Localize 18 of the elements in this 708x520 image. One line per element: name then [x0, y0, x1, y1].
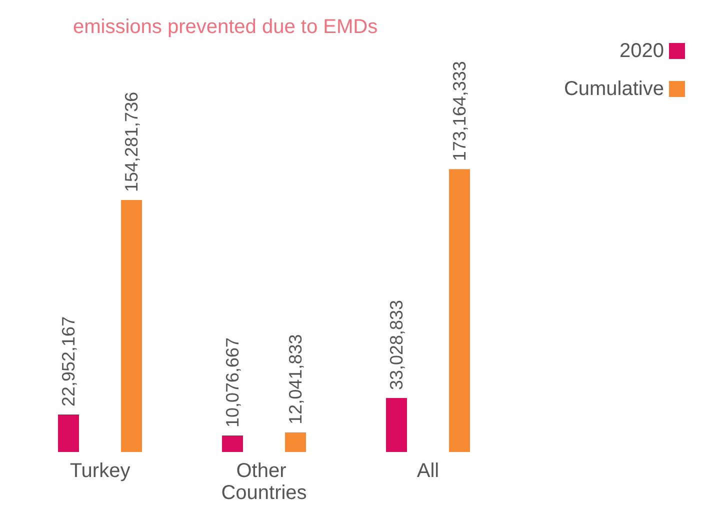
- x-tick-label: All: [416, 460, 440, 482]
- data-label: 173,164,333: [450, 61, 470, 162]
- bar: [222, 436, 243, 452]
- x-tick-label: Turkey: [70, 460, 130, 482]
- bar: [58, 414, 79, 452]
- data-label: 22,952,167: [58, 316, 78, 407]
- x-tick-label: Other Countries: [221, 460, 307, 504]
- data-label: 154,281,736: [122, 92, 142, 192]
- bar: [449, 169, 470, 452]
- chart-title: emissions prevented due to EMDs: [73, 16, 378, 38]
- data-label: 10,076,667: [222, 337, 242, 428]
- legend-label: 2020: [620, 40, 664, 62]
- legend-label: Cumulative: [564, 78, 664, 100]
- bar: [386, 398, 407, 452]
- data-label: 12,041,833: [286, 334, 306, 424]
- bar: [285, 432, 306, 452]
- bar: [121, 200, 142, 452]
- data-label: 33,028,833: [386, 300, 406, 390]
